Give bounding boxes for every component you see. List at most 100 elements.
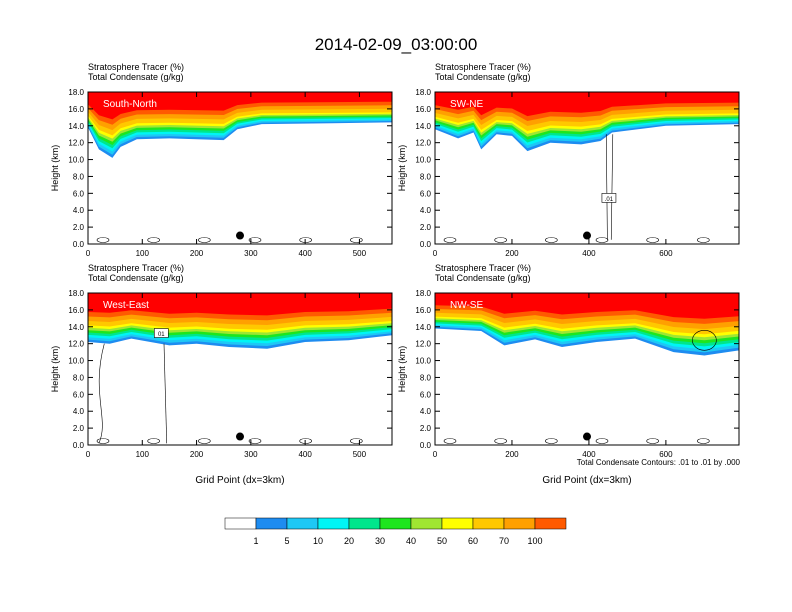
contour-line xyxy=(96,237,110,243)
y-tick-label: 4.0 xyxy=(73,206,85,215)
y-tick-label: 12.0 xyxy=(415,340,431,349)
y-tick-label: 10.0 xyxy=(68,357,84,366)
y-axis-label: Height (km) xyxy=(50,346,60,393)
plot-frame xyxy=(87,292,393,446)
colorbar-label: 60 xyxy=(468,536,478,546)
y-tick-label: 2.0 xyxy=(73,223,85,232)
x-tick-label: 600 xyxy=(659,450,673,459)
x-tick-label: 500 xyxy=(353,450,367,459)
condensate-contours xyxy=(96,343,363,444)
tracer-field xyxy=(88,293,392,445)
contour-line xyxy=(697,237,710,243)
x-tick-label: 300 xyxy=(244,450,258,459)
x-tick-label: 0 xyxy=(433,249,438,258)
y-tick-label: 18.0 xyxy=(415,289,431,298)
x-tick-label: 100 xyxy=(136,249,150,258)
location-marker xyxy=(583,231,591,240)
panels: 0 100 200 300 400 500 0.0 2.0 4.0 6.0 8.0 10.0 12.0 1… xyxy=(50,62,740,486)
y-tick-label: 6.0 xyxy=(73,189,85,198)
contour-line xyxy=(96,438,110,444)
panel-subtitle-condensate: Total Condensate (g/kg) xyxy=(435,273,531,283)
x-tick-label: 400 xyxy=(298,450,312,459)
colorbar-label: 5 xyxy=(284,536,289,546)
contour-line xyxy=(147,438,160,444)
colorbar-swatch xyxy=(286,517,319,530)
contour-label: .01 xyxy=(605,197,614,203)
colorbar: 1 5 10 20 30 40 50 60 70 100 xyxy=(224,517,567,546)
contour-line xyxy=(595,237,609,243)
x-tick-label: 200 xyxy=(190,249,204,258)
y-tick-label: 8.0 xyxy=(73,373,85,382)
y-tick-label: 0.0 xyxy=(73,441,85,450)
contour-line xyxy=(198,438,211,444)
contour-line xyxy=(545,438,558,444)
condensate-contours xyxy=(443,134,710,243)
x-tick-label: 400 xyxy=(298,249,312,258)
contour-line xyxy=(350,438,363,444)
colorbar-swatch xyxy=(379,517,412,530)
contour-label-box xyxy=(153,328,169,338)
tracer-field xyxy=(435,293,739,445)
y-tick-label: 4.0 xyxy=(73,407,85,416)
y-tick-label: 18.0 xyxy=(68,289,84,298)
y-axis-label: Height (km) xyxy=(397,346,407,393)
colorbar-swatch xyxy=(534,517,567,530)
y-tick-label: 2.0 xyxy=(73,424,85,433)
panel-subtitle-tracer: Stratosphere Tracer (%) xyxy=(435,62,531,72)
tracer-band-11 xyxy=(88,293,392,316)
contour-line xyxy=(443,438,457,444)
y-tick-label: 0.0 xyxy=(420,240,432,249)
tracer-band-11 xyxy=(88,92,392,120)
y-tick-label: 10.0 xyxy=(415,156,431,165)
colorbar-swatch xyxy=(348,517,381,530)
colorbar-label: 10 xyxy=(313,536,323,546)
x-tick-label: 400 xyxy=(582,450,596,459)
x-tick-label: 100 xyxy=(136,450,150,459)
location-marker xyxy=(236,231,244,240)
contour-line xyxy=(443,237,457,243)
y-tick-label: 18.0 xyxy=(68,88,84,97)
tracer-band-11 xyxy=(435,293,739,319)
panel-subtitle-condensate: Total Condensate (g/kg) xyxy=(88,273,184,283)
plot-frame xyxy=(434,91,740,245)
y-tick-label: 4.0 xyxy=(420,206,432,215)
x-axis-label: Grid Point (dx=3km) xyxy=(542,475,631,486)
y-tick-label: 16.0 xyxy=(415,105,431,114)
contour-line xyxy=(646,237,659,243)
y-tick-label: 4.0 xyxy=(420,407,432,416)
y-tick-label: 2.0 xyxy=(420,223,432,232)
panel-4: 0 200 400 600 0.0 2.0 4.0 6.0 8.0 10.0 12.0 14.0 16.… xyxy=(397,263,740,486)
colorbar-swatch xyxy=(441,517,474,530)
x-tick-label: 300 xyxy=(244,249,258,258)
y-tick-label: 14.0 xyxy=(415,122,431,131)
panel-subtitle-condensate: Total Condensate (g/kg) xyxy=(435,72,531,82)
contour-line xyxy=(299,438,312,444)
y-tick-label: 8.0 xyxy=(420,172,432,181)
y-axis-label: Height (km) xyxy=(397,145,407,192)
contour-line xyxy=(163,343,168,444)
contour-line xyxy=(299,237,312,243)
y-tick-label: 18.0 xyxy=(415,88,431,97)
contour-line xyxy=(692,329,717,351)
contour-line xyxy=(646,438,659,444)
contour-label-box xyxy=(601,193,617,203)
panel-3: 0 100 200 300 400 500 0.0 2.0 4.0 6.0 8.0 10.0 12.0 1… xyxy=(50,263,393,486)
y-tick-label: 12.0 xyxy=(415,139,431,148)
x-tick-label: 200 xyxy=(505,450,519,459)
contour-line xyxy=(494,237,507,243)
colorbar-label: 30 xyxy=(375,536,385,546)
y-tick-label: 14.0 xyxy=(415,323,431,332)
location-marker xyxy=(583,432,591,441)
colorbar-label: 100 xyxy=(527,536,542,546)
contour-line xyxy=(697,438,710,444)
y-tick-label: 8.0 xyxy=(420,373,432,382)
colorbar-swatch xyxy=(255,517,288,530)
contour-line xyxy=(198,237,211,243)
panel-subtitle-tracer: Stratosphere Tracer (%) xyxy=(435,263,531,273)
x-tick-label: 400 xyxy=(582,249,596,258)
tracer-band-11 xyxy=(435,92,739,117)
tracer-field xyxy=(435,92,739,244)
panel-1: 0 100 200 300 400 500 0.0 2.0 4.0 6.0 8.0 10.0 12.0 1… xyxy=(50,62,393,258)
colorbar-label: 40 xyxy=(406,536,416,546)
